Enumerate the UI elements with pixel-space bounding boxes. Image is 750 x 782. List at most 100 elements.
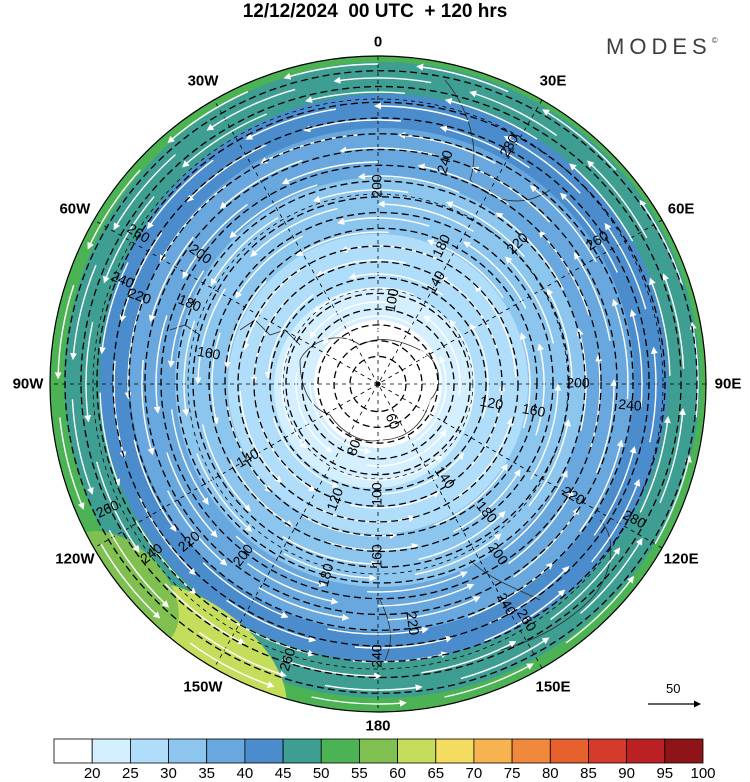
streamline (418, 510, 506, 561)
streamline (198, 631, 287, 678)
streamline (87, 169, 141, 250)
colorbar-tick-label: 20 (83, 765, 101, 782)
streamline (305, 91, 406, 103)
streamline (349, 491, 440, 509)
contour-line (349, 355, 407, 413)
streamline (283, 553, 377, 582)
contour-line (208, 211, 554, 553)
streamline (649, 277, 671, 376)
streamline (445, 201, 525, 258)
streamline (377, 583, 475, 607)
streamline (460, 637, 550, 680)
streamline (247, 563, 339, 605)
streamline (612, 298, 629, 400)
streamline (354, 635, 453, 649)
streamline (258, 420, 316, 492)
streamline (337, 217, 430, 227)
streamline (226, 599, 317, 643)
streamline (639, 199, 683, 286)
colorbar-swatch (129, 738, 169, 764)
colorbar-swatch (320, 738, 360, 764)
streamline (235, 235, 303, 300)
streamline (689, 322, 699, 418)
contour-line (237, 245, 519, 523)
streamline (196, 453, 253, 532)
streamline (153, 315, 168, 414)
streamline (573, 252, 611, 341)
streamline (295, 231, 389, 257)
colorbar-tick-label: 65 (427, 765, 445, 782)
streamline (484, 589, 566, 642)
streamline (339, 146, 436, 156)
colorbar-swatch (588, 738, 628, 764)
latitude-circle (282, 288, 474, 480)
contour-line (224, 227, 538, 537)
streamline (504, 256, 555, 344)
streamline (546, 288, 573, 381)
brand-name: MODES (606, 34, 712, 59)
streamline (167, 270, 205, 368)
streamline (211, 332, 221, 425)
longitude-label: 30W (187, 72, 219, 90)
streamline (324, 395, 387, 442)
streamline (182, 113, 268, 168)
colorbar-tick-label: 70 (465, 765, 483, 782)
coastline (239, 319, 301, 346)
streamline (579, 439, 624, 533)
longitude-label: 120E (663, 550, 699, 568)
streamline (341, 455, 443, 481)
streamline (377, 452, 465, 495)
streamline (103, 196, 155, 284)
longitude-label: 0 (373, 33, 383, 51)
streamline (141, 360, 155, 456)
streamline (245, 108, 337, 140)
streamline (98, 262, 129, 355)
streamline (471, 166, 551, 223)
streamline (302, 515, 397, 540)
contour-line (269, 276, 487, 492)
streamline (576, 328, 587, 431)
streamline (502, 470, 568, 551)
streamline (164, 583, 246, 645)
streamline (59, 417, 85, 510)
streamline (357, 172, 460, 194)
colorbar-tick-label: 35 (198, 765, 216, 782)
contour-label: 160 (521, 400, 547, 420)
contour-line (160, 164, 602, 600)
streamline (398, 131, 496, 164)
colorbar (53, 738, 704, 764)
streamline (206, 88, 296, 131)
streamline (250, 207, 338, 258)
streamline (166, 452, 218, 538)
chart-title: 12/12/2024 00 UTC + 120 hrs (242, 1, 508, 22)
streamline (421, 641, 517, 674)
contour-label: 80 (343, 437, 363, 457)
streamline (147, 159, 214, 230)
colorbar-swatch (473, 738, 513, 764)
streamline (54, 284, 75, 380)
streamline (503, 136, 581, 194)
contour-label: 120 (479, 393, 505, 413)
streamline (224, 280, 267, 369)
streamline (239, 391, 282, 484)
streamline (186, 144, 267, 203)
longitude-label: 60W (59, 200, 91, 218)
contour-label: 200 (369, 174, 385, 198)
longitude-label: 90W (12, 375, 44, 393)
colorbar-tick-label: 55 (351, 765, 368, 782)
streamline (229, 459, 294, 527)
latitude-circle (92, 98, 664, 670)
colorbar-swatch (244, 738, 284, 764)
streamline (281, 659, 382, 680)
longitude-label: 180 (365, 717, 391, 735)
contour-label: 100 (369, 482, 385, 506)
streamline (189, 642, 275, 688)
streamline (453, 468, 521, 533)
streamline (333, 76, 432, 84)
streamline (341, 401, 395, 427)
streamline (219, 159, 303, 209)
colorbar-tick-label: 90 (618, 765, 635, 782)
streamline (469, 323, 489, 419)
streamline (201, 424, 252, 512)
